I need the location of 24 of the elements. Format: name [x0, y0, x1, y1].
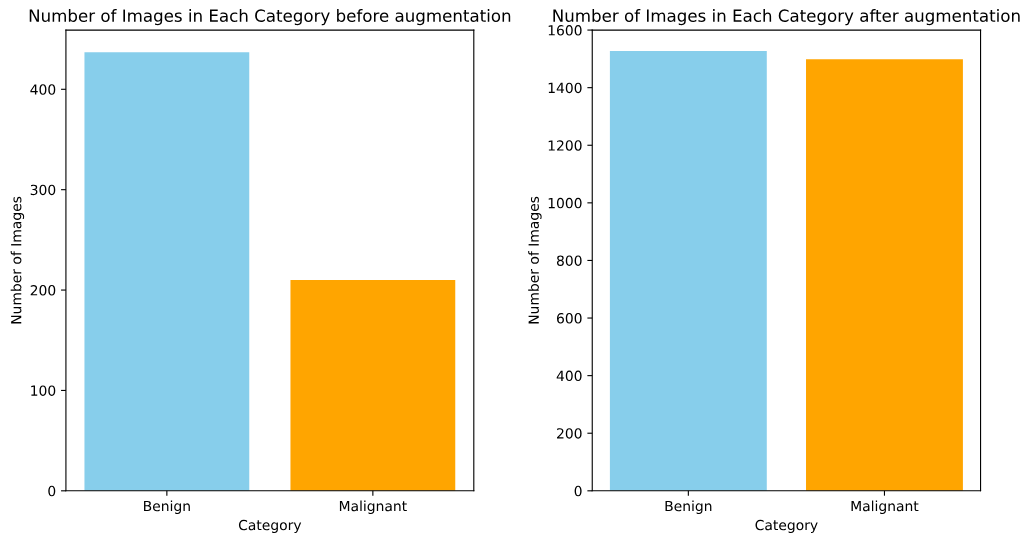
- x-axis-title: Category: [755, 519, 818, 533]
- chart-title: Number of Images in Each Category after augmentation: [553, 9, 1020, 26]
- x-tick-label: Malignant: [851, 500, 919, 514]
- y-tick-label: 0: [48, 485, 56, 497]
- y-tick-label: 200: [557, 428, 582, 439]
- y-tick-label: 1000: [548, 197, 582, 209]
- x-tick-label: Benign: [665, 500, 712, 514]
- chart-title: Number of Images in Each Category before augmentation: [29, 9, 511, 26]
- y-tick-label: 600: [556, 313, 582, 324]
- x-tick-label: Malignant: [339, 500, 407, 514]
- y-axis-title: Number of Images: [10, 196, 25, 324]
- y-tick-label: 400: [556, 370, 582, 382]
- y-axis-title: Number of Images: [528, 196, 542, 324]
- y-tick-label: 0: [574, 485, 582, 497]
- y-tick-label: 1600: [548, 25, 582, 36]
- y-tick-label: 300: [30, 184, 56, 196]
- y-tick-label: 800: [556, 255, 582, 266]
- y-tick-label: 1400: [548, 82, 582, 94]
- y-tick-label: 400: [30, 84, 56, 95]
- y-tick-label: 1200: [548, 140, 582, 151]
- y-tick-label: 100: [31, 385, 56, 396]
- x-axis-title: Category: [238, 519, 302, 533]
- y-tick-label: 200: [30, 285, 56, 296]
- x-tick-label: Benign: [144, 500, 190, 514]
